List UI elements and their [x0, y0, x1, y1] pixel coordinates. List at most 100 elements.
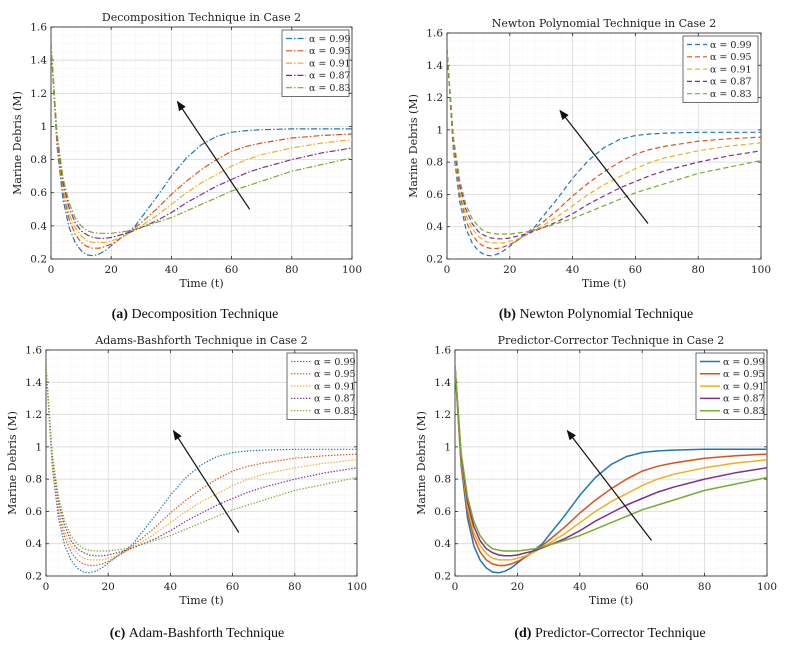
y-tick-label: 1.4 [434, 377, 451, 389]
x-tick-label: 20 [105, 264, 118, 276]
chart-title: Predictor-Corrector Technique in Case 2 [498, 334, 725, 347]
y-axis-label: Marine Debris (M) [415, 411, 428, 515]
series-line-5 [51, 43, 352, 234]
series-line-3 [46, 366, 357, 561]
chart-title: Decomposition Technique in Case 2 [102, 11, 301, 24]
x-tick-label: 60 [629, 264, 642, 276]
x-tick-label: 0 [48, 264, 55, 276]
y-axis-label: Marine Debris (M) [407, 94, 420, 198]
plot-frame [446, 32, 762, 260]
legend-label-4: α = 0.87 [710, 77, 752, 88]
x-tick-label: 80 [288, 581, 301, 593]
x-tick-label: 100 [757, 581, 777, 593]
x-tick-label: 0 [452, 581, 459, 593]
x-tick-label: 0 [444, 264, 451, 276]
plot-frame [50, 26, 353, 260]
y-tick-label: 0.6 [25, 506, 42, 518]
y-tick-label: 1.2 [25, 409, 42, 421]
legend-label-5: α = 0.83 [314, 406, 356, 417]
y-tick-label: 0.4 [30, 220, 47, 232]
chart-panel-1: 0 20 40 60 80 100 0.2 0.4 0.6 0.8 1 1.2 1.4 1.6 Decomp… [11, 11, 362, 322]
legend: α = 0.99α = 0.95α = 0.91 α = 0.87α = 0.83 [695, 352, 765, 420]
caption-label: (c) [110, 626, 129, 641]
x-tick-label: 40 [164, 581, 177, 593]
trend-arrow [566, 429, 653, 541]
chart-title: Newton Polynomial Technique in Case 2 [492, 17, 716, 30]
x-tick-label: 100 [751, 264, 771, 276]
x-tick-label: 40 [573, 581, 586, 593]
y-tick-label: 1.6 [25, 345, 42, 357]
plot-frame [45, 349, 358, 577]
series-group [46, 366, 357, 574]
y-tick-label: 0.8 [25, 474, 42, 486]
series-line-5 [455, 366, 767, 552]
series-line-1 [51, 43, 352, 257]
y-tick-label: 0.8 [30, 154, 47, 166]
legend-label-4: α = 0.87 [314, 394, 356, 405]
y-tick-label: 0.2 [30, 254, 47, 266]
series-group [447, 49, 761, 257]
y-tick-label: 1.6 [434, 345, 451, 357]
x-tick-label: 20 [511, 581, 524, 593]
series-line-3 [447, 49, 761, 244]
legend: α = 0.99α = 0.95α = 0.91 α = 0.87α = 0.83 [682, 35, 759, 103]
legend-label-2: α = 0.95 [314, 369, 356, 380]
y-tick-label: 0.4 [25, 538, 42, 550]
figure-caption: (d) Predictor-Corrector Technique [514, 626, 705, 641]
x-tick-label: 80 [285, 264, 298, 276]
legend-label-1: α = 0.99 [710, 40, 752, 51]
y-tick-label: 1 [444, 441, 451, 453]
trend-arrow [172, 429, 240, 533]
y-tick-label: 1 [40, 121, 47, 133]
chart-title: Adams-Bashforth Technique in Case 2 [94, 334, 307, 347]
caption-label: (d) [514, 626, 535, 641]
figure-caption: (a) Decomposition Technique [112, 307, 279, 322]
x-tick-label: 40 [165, 264, 178, 276]
chart-panel-2: 0 20 40 60 80 100 0.2 0.4 0.6 0.8 1 1.2 1.4 1.6 Newton… [407, 17, 771, 322]
x-tick-label: 60 [225, 264, 238, 276]
figure-caption: (c) Adam-Bashforth Technique [110, 626, 285, 641]
legend-label-5: α = 0.83 [309, 83, 351, 94]
series-line-3 [455, 366, 767, 561]
x-tick-label: 80 [692, 264, 705, 276]
trend-arrow [176, 100, 251, 210]
legend-label-3: α = 0.91 [314, 381, 356, 392]
plot-frame [454, 349, 768, 577]
chart-panel-3: 0 20 40 60 80 100 0.2 0.4 0.6 0.8 1 1.2 1.4 1.6 Adams-… [6, 334, 367, 641]
legend-label-1: α = 0.99 [309, 34, 351, 45]
series-line-4 [455, 366, 767, 557]
y-tick-label: 1.2 [30, 88, 47, 100]
y-axis-label: Marine Debris (M) [11, 91, 24, 195]
caption-text: Newton Polynomial Technique [519, 307, 693, 322]
y-tick-label: 0.8 [434, 474, 451, 486]
y-tick-label: 1.4 [426, 60, 443, 72]
legend-label-5: α = 0.83 [723, 406, 765, 417]
figure-caption: (b) Newton Polynomial Technique [499, 307, 693, 322]
series-line-3 [51, 43, 352, 243]
y-tick-label: 0.2 [25, 571, 42, 583]
series-line-5 [447, 49, 761, 235]
legend-label-5: α = 0.83 [710, 89, 752, 100]
x-tick-label: 100 [347, 581, 367, 593]
series-line-4 [51, 43, 352, 239]
legend-label-2: α = 0.95 [309, 46, 351, 57]
series-line-5 [46, 366, 357, 552]
caption-text: Adam-Bashforth Technique [129, 626, 284, 641]
series-line-2 [46, 366, 357, 567]
y-tick-label: 0.6 [434, 506, 451, 518]
y-tick-label: 1.6 [30, 22, 47, 34]
caption-text: Predictor-Corrector Technique [535, 626, 706, 641]
y-tick-label: 0.6 [426, 189, 443, 201]
legend: α = 0.99α = 0.95α = 0.91 α = 0.87α = 0.83 [286, 352, 356, 420]
x-axis-label: Time (t) [179, 277, 223, 290]
chart-panel-4: 0 20 40 60 80 100 0.2 0.4 0.6 0.8 1 1.2 1.4 1.6 Predic… [415, 334, 777, 641]
x-tick-label: 60 [226, 581, 239, 593]
legend-label-3: α = 0.91 [723, 381, 765, 392]
x-tick-label: 100 [342, 264, 362, 276]
caption-label: (b) [499, 307, 520, 322]
y-tick-label: 0.4 [426, 221, 443, 233]
legend-label-2: α = 0.95 [710, 52, 752, 63]
y-tick-label: 1.4 [30, 55, 47, 67]
x-tick-label: 20 [102, 581, 115, 593]
